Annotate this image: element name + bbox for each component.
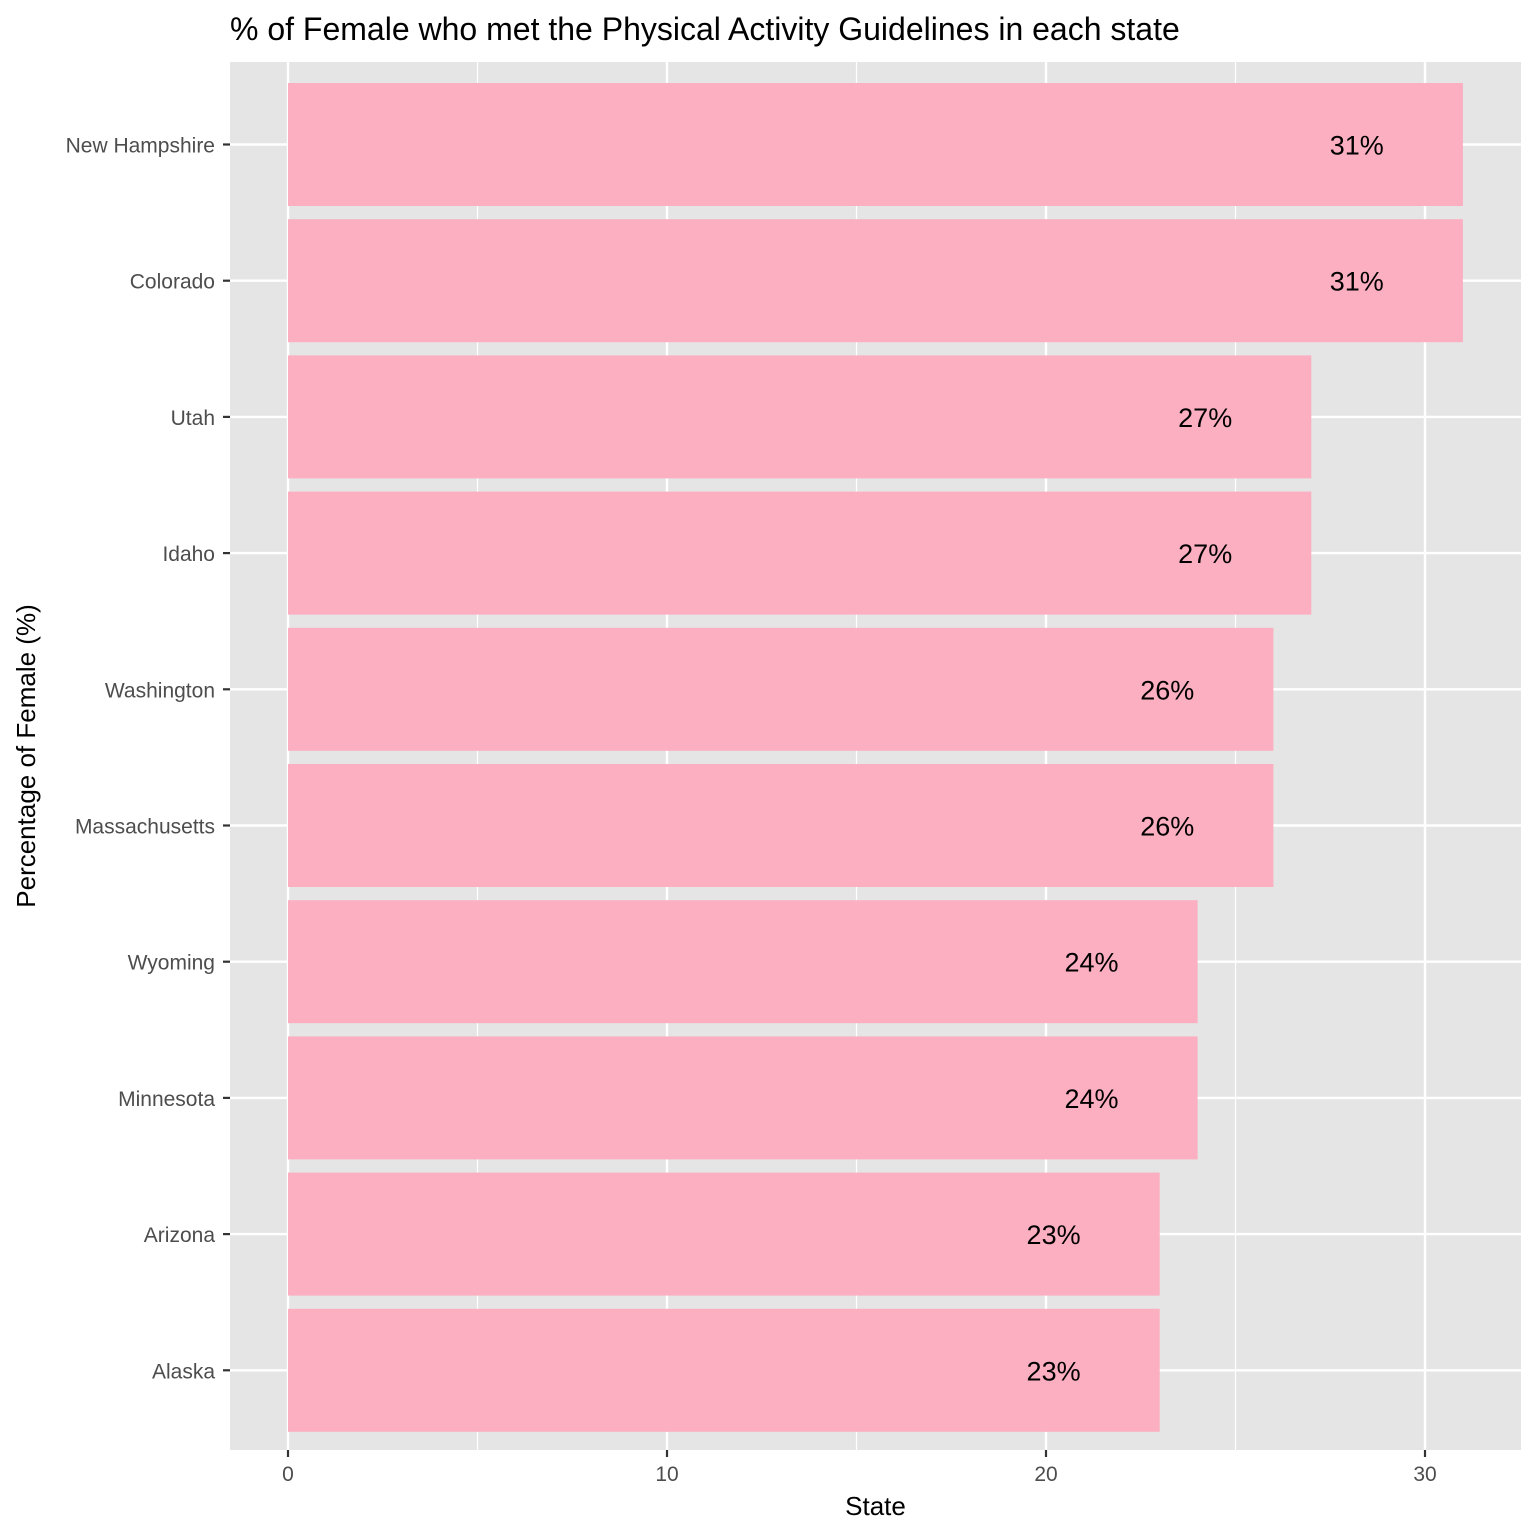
- y-tick-label: Massachusetts: [75, 816, 215, 839]
- bar: [288, 1036, 1198, 1160]
- y-tick-label: Idaho: [162, 543, 215, 566]
- y-tick-label: Minnesota: [118, 1088, 215, 1111]
- data-label: 23%: [1027, 1220, 1081, 1250]
- x-axis: 0 10 20 30: [282, 1450, 1437, 1486]
- bar: [288, 1172, 1160, 1296]
- data-label: 24%: [1064, 1084, 1118, 1114]
- bar: [288, 1308, 1160, 1432]
- bar: [288, 491, 1312, 615]
- x-tick-label: 30: [1413, 1463, 1436, 1486]
- bar: [288, 900, 1198, 1024]
- chart-title: % of Female who met the Physical Activit…: [230, 11, 1180, 47]
- data-label: 31%: [1330, 131, 1384, 161]
- bar: [288, 219, 1463, 343]
- data-label: 27%: [1178, 403, 1232, 433]
- data-label: 26%: [1140, 812, 1194, 842]
- y-axis: New Hampshire Colorado Utah Idaho Washington…: [66, 135, 230, 1383]
- bar: [288, 764, 1274, 887]
- data-label: 24%: [1064, 948, 1118, 978]
- x-tick-label: 20: [1034, 1463, 1057, 1486]
- y-tick-label: Alaska: [152, 1360, 215, 1383]
- bars: [288, 83, 1463, 1432]
- y-tick-label: New Hampshire: [66, 135, 215, 158]
- data-label: 26%: [1140, 675, 1194, 705]
- bar: [288, 83, 1463, 206]
- bar: [288, 627, 1274, 751]
- y-tick-label: Utah: [171, 407, 215, 430]
- y-tick-label: Washington: [105, 679, 215, 702]
- x-tick-label: 0: [282, 1463, 294, 1486]
- y-tick-label: Wyoming: [128, 952, 215, 975]
- x-axis-title: State: [845, 1491, 906, 1521]
- x-tick-label: 10: [655, 1463, 678, 1486]
- y-axis-title: Percentage of Female (%): [11, 604, 41, 907]
- bar: [288, 355, 1312, 479]
- data-labels: 31% 31% 27% 27% 26% 26% 24% 24% 23% 23%: [1027, 131, 1384, 1387]
- y-tick-label: Arizona: [144, 1224, 216, 1247]
- y-tick-label: Colorado: [130, 271, 215, 294]
- data-label: 31%: [1330, 267, 1384, 297]
- data-label: 27%: [1178, 539, 1232, 569]
- data-label: 23%: [1027, 1356, 1081, 1386]
